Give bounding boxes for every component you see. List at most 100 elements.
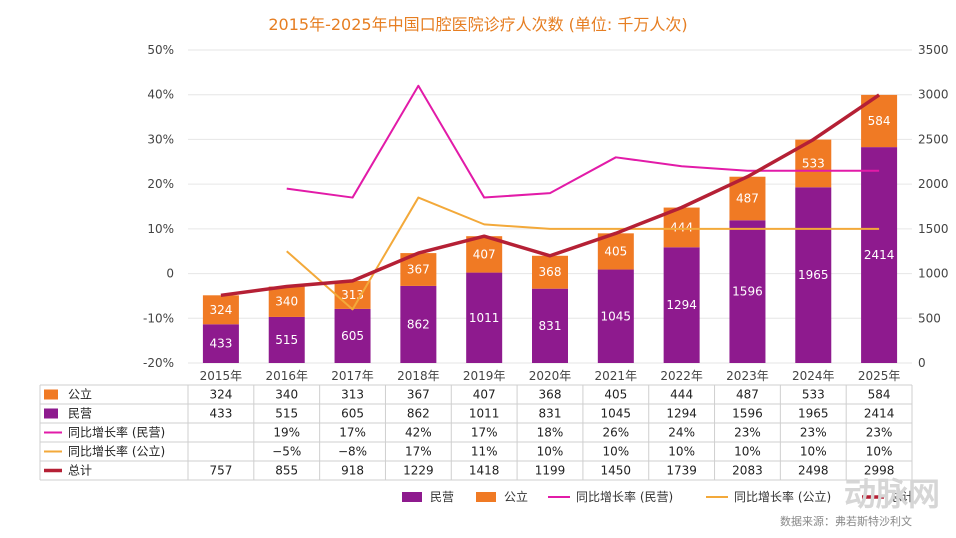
table-cell: 1045: [601, 407, 632, 421]
table-cell: 324: [209, 388, 232, 402]
table-cell: 26%: [602, 426, 629, 440]
right-axis-tick: 1500: [918, 222, 949, 236]
table-cell: −8%: [338, 445, 367, 459]
right-axis-tick: 3000: [918, 88, 949, 102]
x-axis-tick: 2022年: [660, 369, 703, 383]
table-key-swatch: [44, 408, 58, 419]
bar-public: [268, 286, 305, 317]
bar-public-label: 367: [407, 263, 430, 277]
bar-private-label: 1011: [469, 311, 500, 325]
source-note: 数据来源：弗若斯特沙利文: [780, 514, 912, 528]
bar-private: [532, 288, 568, 363]
legend-total-label: 总计: [890, 490, 914, 504]
left-axis-tick: 0: [166, 267, 174, 281]
bar-public-label: 407: [473, 247, 496, 261]
line-total: [220, 93, 881, 298]
x-axis-tick: 2017年: [331, 369, 374, 383]
table-cell: 444: [670, 388, 693, 402]
table-cell: 17%: [339, 426, 366, 440]
bar-public-label: 487: [736, 191, 759, 205]
bar-private: [466, 272, 503, 363]
bar-private: [400, 285, 437, 363]
table-cell: 515: [275, 407, 298, 421]
table-cell: 533: [802, 388, 825, 402]
x-axis-tick: 2025年: [858, 369, 901, 383]
bar-private-label: 1045: [601, 309, 632, 323]
bar-private-label: 1294: [666, 298, 697, 312]
table-cell: 23%: [734, 426, 761, 440]
table-cell: 10%: [537, 445, 564, 459]
bar-private: [597, 269, 634, 363]
left-axis: -20% -10% 0 10% 20% 30% 40% 50%: [143, 43, 174, 370]
table-cell: 313: [341, 388, 364, 402]
table-cell: 23%: [866, 426, 893, 440]
bar-private-label: 1596: [732, 285, 763, 299]
right-axis: 0 500 1000 1500 2000 2500 3000 3500: [918, 43, 949, 370]
bar-public-label: 340: [275, 295, 298, 309]
bar-public-label: 533: [802, 156, 825, 170]
bar-private-label: 433: [209, 337, 232, 351]
table-cell: −5%: [272, 445, 301, 459]
table-cell: 1450: [601, 464, 632, 478]
left-axis-tick: 20%: [147, 177, 174, 191]
table-cell: 340: [275, 388, 298, 402]
legend-private-growth-label: 同比增长率 (民营): [576, 489, 673, 504]
table-cell: 10%: [800, 445, 827, 459]
x-axis-tick: 2024年: [792, 369, 835, 383]
table-cell: 42%: [405, 426, 432, 440]
left-axis-tick: -10%: [143, 311, 174, 325]
x-axis-tick: 2019年: [463, 369, 506, 383]
table-cell: 10%: [866, 445, 893, 459]
bar-public: [334, 280, 371, 309]
table-cell: 17%: [471, 426, 498, 440]
table-cell: 2083: [732, 464, 763, 478]
x-axis-tick: 2018年: [397, 369, 440, 383]
left-axis-tick: 10%: [147, 222, 174, 236]
left-axis-tick: -20%: [143, 356, 174, 370]
right-axis-tick: 2500: [918, 132, 949, 146]
x-axis-tick: 2023年: [726, 369, 769, 383]
table-cell: 1294: [666, 407, 697, 421]
legend-public-swatch: [476, 492, 496, 502]
bar-public-label: 444: [670, 220, 693, 234]
bar-private: [663, 247, 700, 363]
x-axis-tick: 2021年: [595, 369, 638, 383]
left-axis-tick: 30%: [147, 132, 174, 146]
x-axis: 2015年 2016年 2017年 2018年 2019年 2020年 2021年 2022年…: [200, 369, 901, 383]
bar-private: [861, 147, 898, 363]
table-key-swatch: [44, 389, 58, 400]
table-row-label: 总计: [68, 464, 92, 478]
table-cell: 19%: [273, 426, 300, 440]
table-cell: 23%: [800, 426, 827, 440]
bar-private-label: 515: [275, 333, 298, 347]
bar-public: [202, 295, 239, 325]
data-table: 公立 324 340 313 367 407 368 405 444 487 533 584 民营 433…: [39, 384, 913, 481]
bar-private: [268, 316, 305, 363]
table-cell: 368: [539, 388, 562, 402]
table-row-label: 同比增长率 (公立): [68, 444, 165, 459]
table-row-label: 民营: [68, 407, 92, 421]
bar-public-label: 405: [604, 244, 627, 258]
table-cell: 1739: [666, 464, 697, 478]
bar-private-label: 862: [407, 317, 430, 331]
table-cell: 855: [275, 464, 298, 478]
table-cell: 10%: [734, 445, 761, 459]
table-cell: 1965: [798, 407, 829, 421]
table-cell: 2498: [798, 464, 829, 478]
right-axis-tick: 2000: [918, 177, 949, 191]
bar-private-label: 831: [539, 319, 562, 333]
bar-public: [532, 255, 568, 289]
left-axis-tick: 50%: [147, 43, 174, 57]
legend: 民营 公立 同比增长率 (民营) 同比增长率 (公立) 总计: [402, 489, 914, 504]
bar-private-label: 2414: [864, 248, 895, 262]
bar-private: [795, 187, 832, 363]
bar-public: [466, 236, 503, 273]
table-cell: 10%: [668, 445, 695, 459]
table-cell: 11%: [471, 445, 498, 459]
table-cell: 1011: [469, 407, 500, 421]
bar-public: [597, 233, 634, 270]
table-cell: 584: [868, 388, 891, 402]
bar-private-label: 605: [341, 329, 364, 343]
lines: [220, 84, 881, 311]
